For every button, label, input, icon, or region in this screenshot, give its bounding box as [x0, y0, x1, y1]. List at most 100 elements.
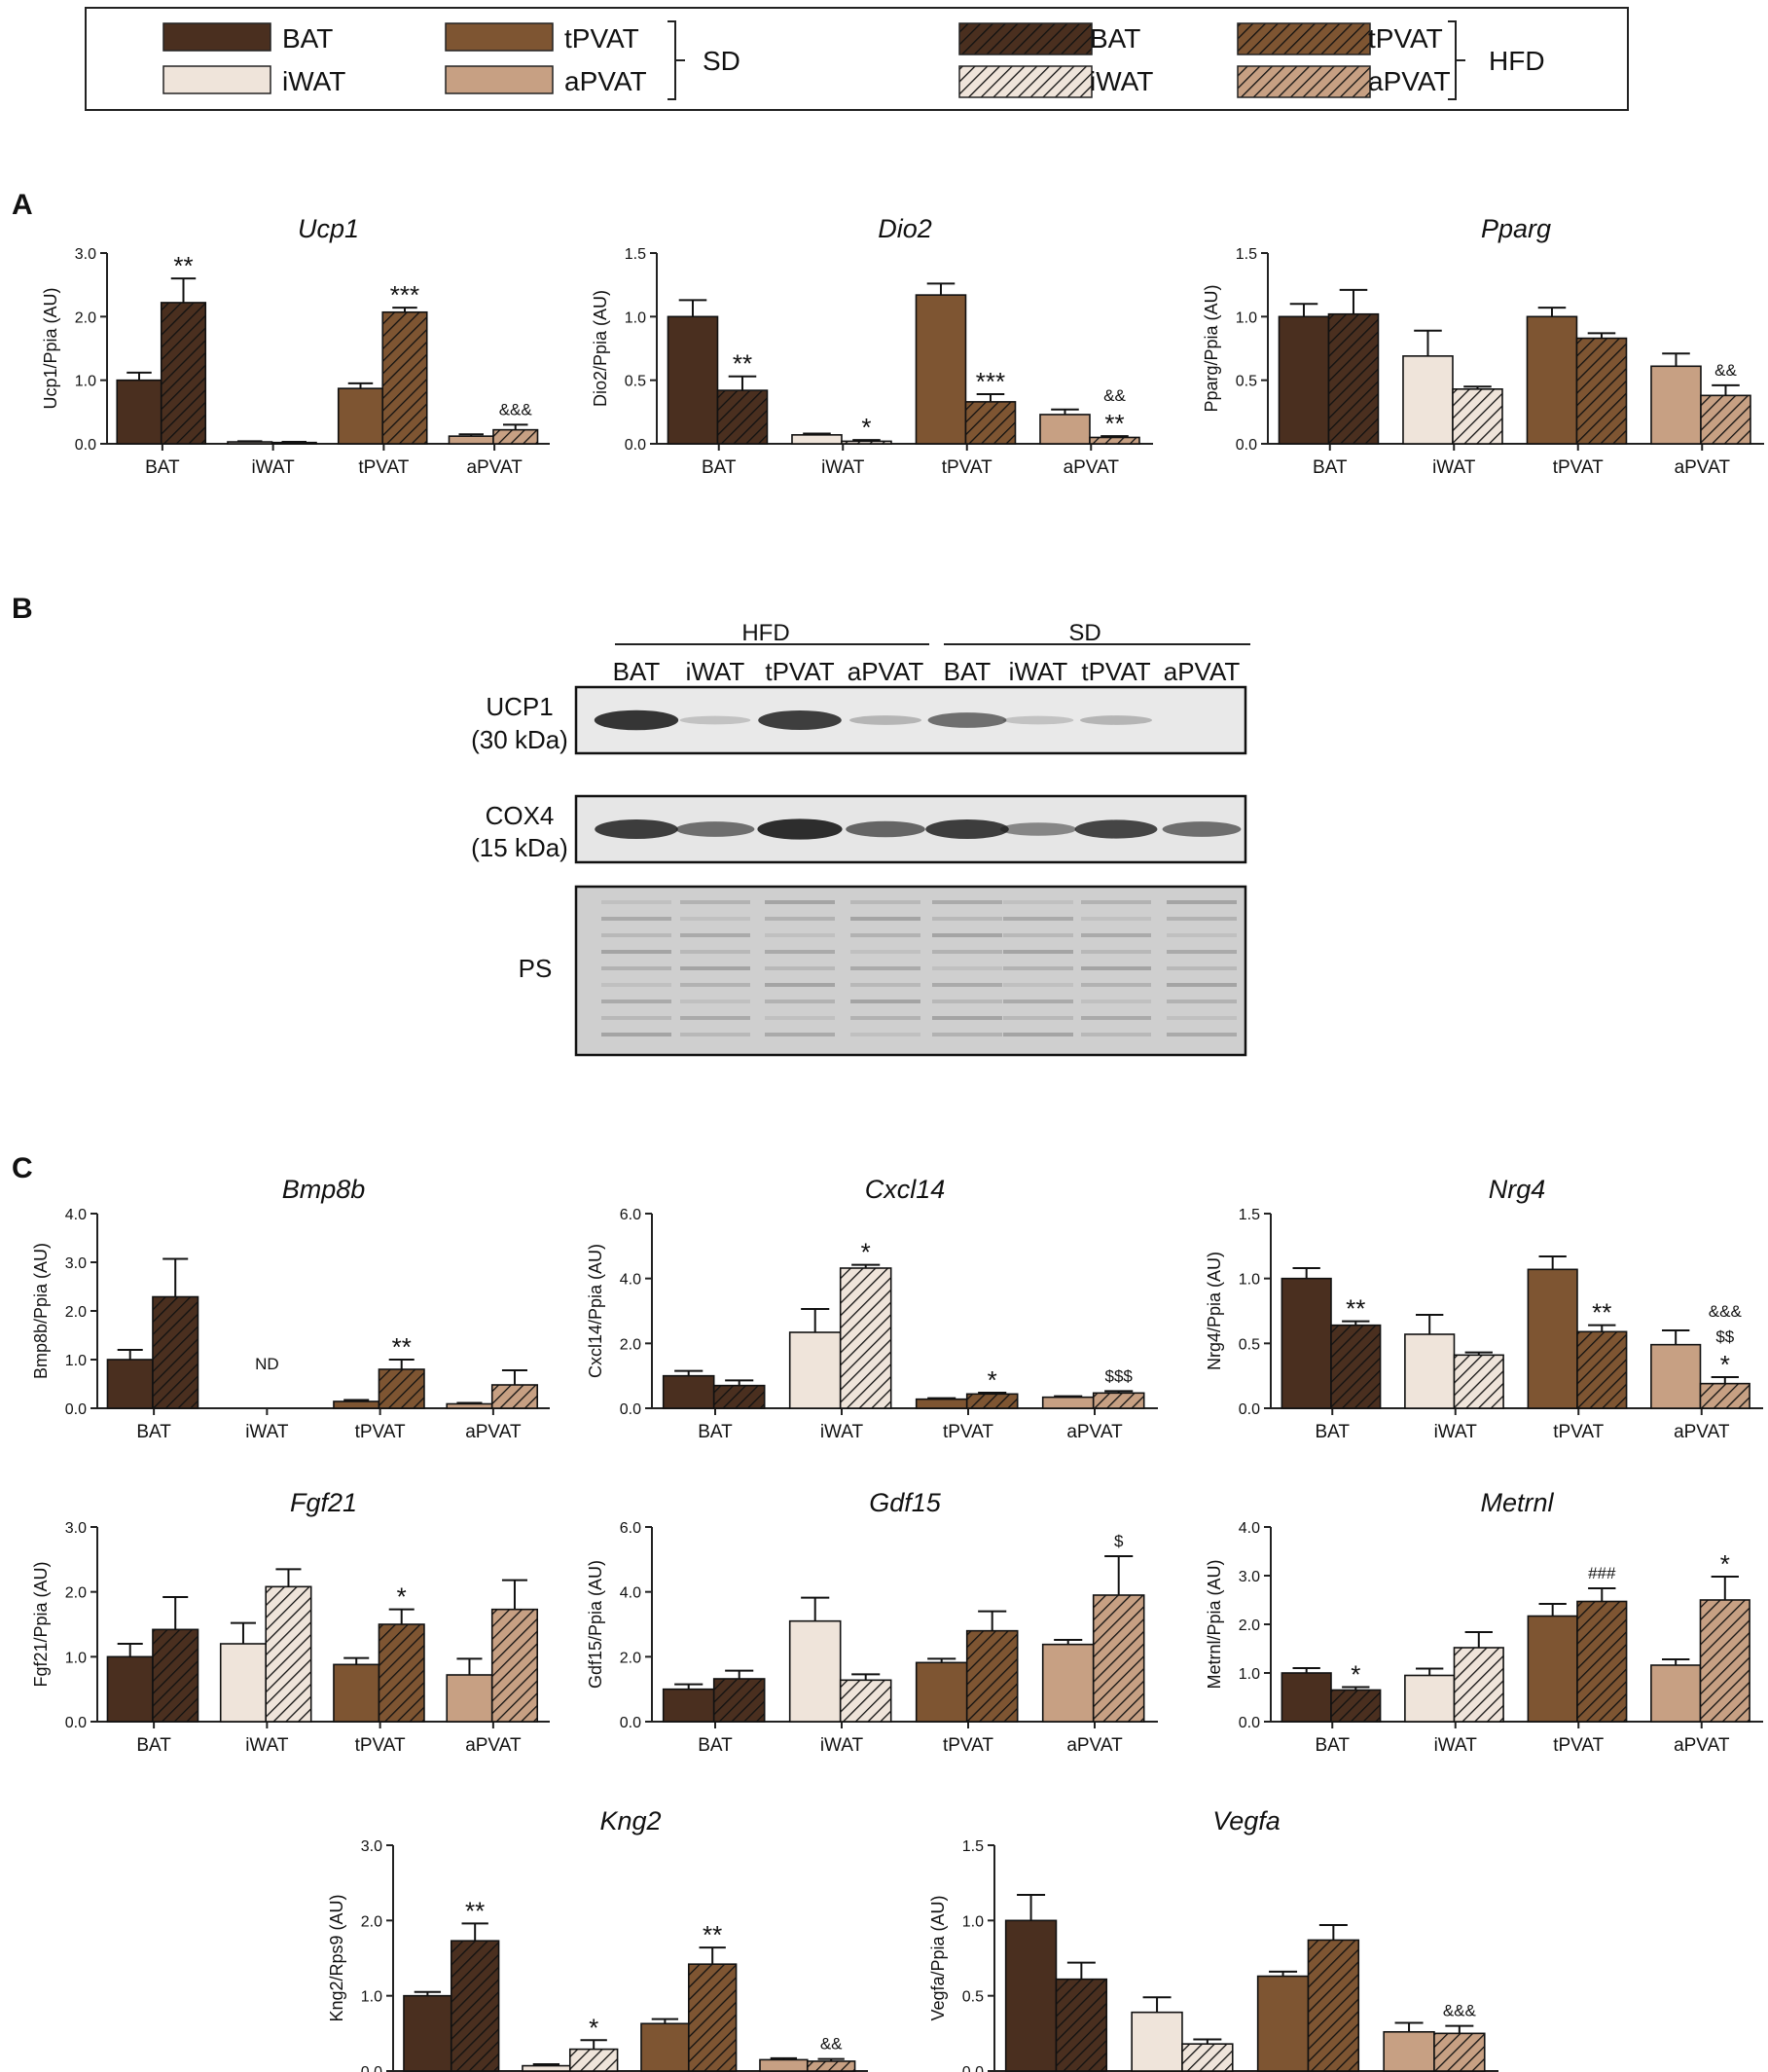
- bar-bat-hfd: [152, 1295, 199, 1409]
- significance-label: *: [1720, 1549, 1730, 1579]
- blot-stain-band: [680, 933, 750, 937]
- x-tick-label: tPVAT: [1553, 1735, 1604, 1756]
- y-tick-label: 1.0: [75, 374, 96, 390]
- y-tick-label: 3.0: [75, 246, 96, 263]
- x-tick-label: aPVAT: [1064, 457, 1120, 478]
- y-tick-label: 2.0: [620, 1336, 641, 1353]
- significance-label: *: [861, 413, 871, 442]
- bar-iwat-sd: [1402, 355, 1454, 445]
- blot-stain-band: [1167, 1033, 1237, 1036]
- x-tick-label: iWAT: [1432, 457, 1476, 478]
- legend-swatch-sd-apvat: [445, 65, 554, 94]
- bar-bat-sd: [116, 379, 162, 445]
- legend-swatch-hfd-bat: [958, 22, 1093, 55]
- bar-apvat-hfd: [492, 428, 539, 445]
- significance-label: ND: [255, 1355, 279, 1373]
- blot-stain-band: [765, 1000, 835, 1003]
- x-tick-label: tPVAT: [358, 457, 409, 478]
- blot-stain-band: [601, 983, 671, 987]
- y-tick-label: 0.5: [625, 374, 646, 390]
- x-tick-label: aPVAT: [466, 457, 523, 478]
- y-tick-label: 0.0: [361, 2064, 382, 2072]
- blot-stain-band: [680, 1016, 750, 1020]
- y-tick-label: 0.5: [1239, 1336, 1260, 1353]
- bar-apvat-sd: [1383, 2030, 1435, 2072]
- y-tick-label: 2.0: [620, 1650, 641, 1666]
- x-tick-label: aPVAT: [465, 1735, 522, 1756]
- x-tick-label: BAT: [698, 1735, 733, 1756]
- bar-tpvat-sd: [915, 1398, 968, 1409]
- chart-title: Kng2: [599, 1806, 661, 1836]
- blot-stain-band: [601, 1016, 671, 1020]
- bar-bat-hfd: [716, 389, 769, 445]
- x-tick-label: tPVAT: [1553, 1422, 1604, 1442]
- bar-tpvat-hfd: [378, 1623, 425, 1723]
- chart-title: Vegfa: [1212, 1806, 1281, 1836]
- blot-stain-band: [1167, 983, 1237, 987]
- blot-band: [758, 710, 842, 730]
- y-tick-label: 1.0: [1239, 1666, 1260, 1683]
- significance-label: &&: [820, 2035, 843, 2054]
- blot-lane-label: tPVAT: [1081, 657, 1150, 686]
- blot-membrane-ps: [574, 885, 1247, 1057]
- x-tick-label: aPVAT: [1066, 1735, 1123, 1756]
- significance-label: &&&: [1709, 1302, 1743, 1321]
- legend-label-hfd-apvat: aPVAT: [1368, 66, 1451, 96]
- blot-stain-band: [765, 1016, 835, 1020]
- bar-apvat-hfd: [1092, 1594, 1145, 1723]
- y-tick-label: 4.0: [620, 1272, 641, 1289]
- significance-label: &&&: [1443, 2002, 1477, 2020]
- blot-stain-band: [932, 1016, 1002, 1020]
- x-tick-label: iWAT: [245, 1422, 289, 1442]
- blot-lane-label: iWAT: [686, 657, 745, 686]
- bar-tpvat-hfd: [381, 310, 428, 445]
- bar-bat-sd: [662, 1374, 715, 1409]
- blot-stain-band: [1167, 917, 1237, 921]
- bar-tpvat-hfd: [1307, 1939, 1360, 2072]
- bar-tpvat-sd: [915, 294, 967, 445]
- bar-tpvat-sd: [333, 1663, 380, 1723]
- bar-apvat-sd: [446, 1674, 493, 1723]
- blot-stain-band: [1003, 950, 1073, 954]
- y-tick-label: 1.5: [1239, 1207, 1260, 1223]
- bar-iwat-sd: [219, 1643, 268, 1723]
- significance-label: *: [861, 1238, 871, 1267]
- significance-label: &&&: [499, 400, 533, 418]
- bar-apvat-sd: [1650, 1343, 1702, 1409]
- blot-stain-band: [932, 900, 1002, 904]
- legend-brace-sd: [668, 20, 685, 100]
- blot-stain-band: [601, 1033, 671, 1036]
- chart-bmp8b: Bmp8b 0.0 1.0 2.0 3.0 4.0 Bmp8b/Ppia (AU) BAT iW…: [31, 1175, 550, 1442]
- blot-stain-band: [1167, 933, 1237, 937]
- bar-bat-sd: [667, 315, 719, 445]
- bar-iwat-hfd: [1452, 388, 1503, 445]
- y-tick-label: 0.0: [1239, 1401, 1260, 1418]
- x-tick-label: BAT: [1315, 1735, 1350, 1756]
- bar-bat-sd: [106, 1655, 154, 1723]
- panel-letter-b: B: [12, 593, 33, 625]
- blot-band: [675, 821, 755, 837]
- western-blot: HFD SD BAT iWAT tPVAT aPVAT BAT iWAT tPV…: [471, 620, 1250, 1057]
- blot-stain-band: [765, 917, 835, 921]
- bar-iwat-sd: [791, 434, 843, 445]
- blot-stain-band: [1167, 900, 1237, 904]
- bar-bat-sd: [1281, 1672, 1332, 1723]
- y-tick-label: 1.0: [1236, 309, 1257, 326]
- chart-title: Bmp8b: [282, 1175, 366, 1204]
- x-tick-label: aPVAT: [1066, 1422, 1123, 1442]
- bar-bat-hfd: [450, 1940, 500, 2072]
- bar-bat-hfd: [1055, 1978, 1108, 2072]
- bar-bat-hfd: [1330, 1324, 1382, 1409]
- significance-label: *: [1351, 1660, 1360, 1690]
- bar-iwat-hfd: [839, 1679, 892, 1723]
- blot-lane-label: iWAT: [1009, 657, 1068, 686]
- blot-lane-label: BAT: [613, 657, 661, 686]
- y-tick-label: 0.0: [962, 2064, 984, 2072]
- blot-stain-band: [932, 1033, 1002, 1036]
- blot-lane-label: BAT: [944, 657, 992, 686]
- blot-stain-band: [1003, 933, 1073, 937]
- significance-label: **: [392, 1332, 412, 1362]
- legend-group-sd: SD: [703, 46, 740, 76]
- bar-iwat-sd: [788, 1331, 842, 1409]
- blot-stain-band: [765, 933, 835, 937]
